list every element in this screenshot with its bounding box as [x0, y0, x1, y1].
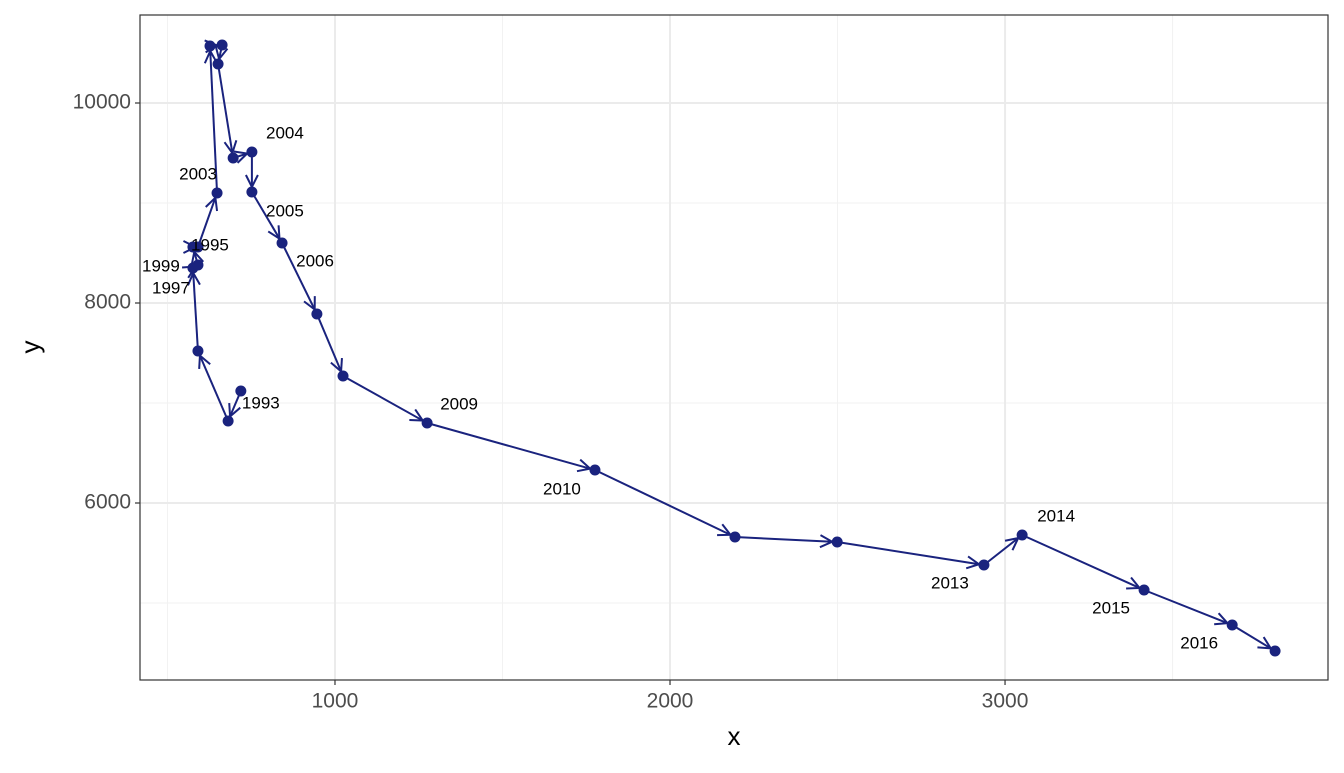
x-tick-label: 1000: [312, 690, 359, 713]
x-tick-label: 3000: [982, 690, 1029, 713]
point-label: 2010: [543, 479, 581, 498]
connector: [315, 313, 341, 371]
point-label: 2005: [266, 201, 304, 220]
point-label: 1999: [142, 256, 180, 275]
x-axis-title: x: [728, 721, 741, 751]
point: [222, 415, 234, 427]
connector: [200, 356, 230, 422]
connector: [594, 469, 731, 535]
connector: [983, 538, 1018, 566]
connector: [193, 273, 198, 352]
point: [211, 187, 223, 199]
y-tick-label: 8000: [84, 291, 131, 314]
point: [246, 146, 258, 158]
point: [831, 536, 843, 548]
connector: [734, 537, 832, 542]
point-label: 2015: [1092, 598, 1130, 617]
point: [421, 417, 433, 429]
connector: [1143, 589, 1227, 623]
point: [227, 152, 239, 164]
point: [192, 259, 204, 271]
point-label: 2004: [266, 123, 304, 142]
point-label: 2014: [1037, 506, 1075, 525]
y-axis-title: y: [15, 341, 45, 354]
point: [1016, 529, 1028, 541]
point: [192, 241, 204, 253]
point-label: 2003: [179, 164, 217, 183]
point: [311, 308, 323, 320]
point-label: 2016: [1180, 633, 1218, 652]
point-label: 1997: [152, 278, 190, 297]
connector: [210, 51, 219, 194]
point: [235, 385, 247, 397]
connector: [837, 541, 979, 564]
panel-border: [139, 14, 1329, 681]
point: [1138, 584, 1150, 596]
point-label: 1993: [242, 393, 280, 412]
connector: [281, 242, 315, 310]
point: [978, 559, 990, 571]
point: [1226, 619, 1238, 631]
point-label: 2006: [296, 251, 334, 270]
connector: [1231, 624, 1271, 648]
point: [589, 464, 601, 476]
panel: [140, 15, 1328, 680]
point: [1269, 645, 1281, 657]
point: [276, 237, 288, 249]
connector: [197, 198, 215, 248]
point-label: 2013: [931, 573, 969, 592]
point: [204, 40, 216, 52]
point: [216, 39, 228, 51]
x-tick-label: 2000: [647, 690, 694, 713]
point-label: 1995: [191, 235, 229, 254]
connector: [251, 191, 280, 239]
point: [212, 58, 224, 70]
connector: [342, 375, 423, 421]
point: [192, 345, 204, 357]
point-label: 2009: [440, 394, 478, 413]
point: [729, 531, 741, 543]
connector: [1021, 534, 1139, 588]
point: [337, 370, 349, 382]
y-tick-label: 6000: [84, 491, 131, 514]
connector: [426, 422, 590, 469]
y-tick-label: 10000: [73, 91, 131, 114]
point: [246, 186, 258, 198]
connector: [217, 63, 232, 153]
